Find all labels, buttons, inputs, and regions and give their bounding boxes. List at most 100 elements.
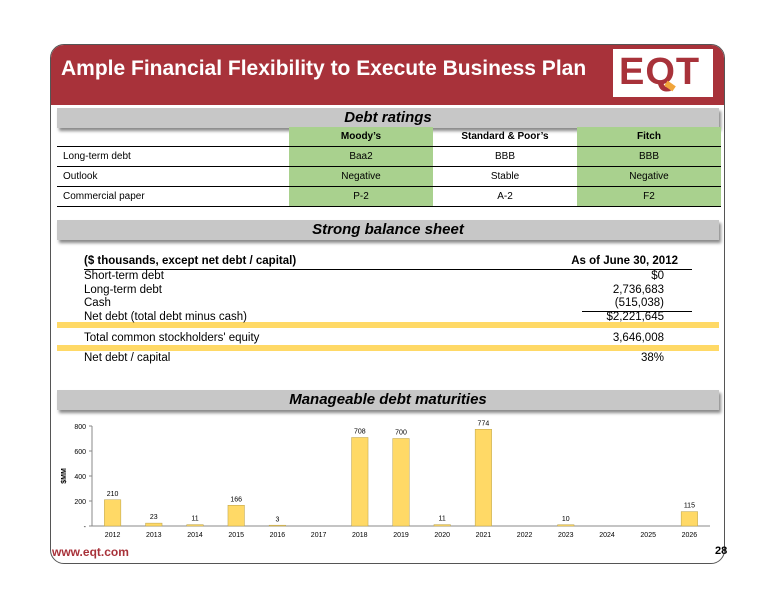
bar-2016: [268, 524, 286, 527]
x-tick-label: 2017: [311, 532, 327, 539]
x-tick-label: 2013: [146, 532, 162, 539]
divider: [84, 269, 692, 270]
data-label: 3: [275, 517, 279, 524]
row-label: Long-term debt: [57, 146, 289, 167]
balance-value: $2,221,645: [606, 311, 664, 323]
balance-row: Net debt / capital 38%: [84, 352, 692, 365]
x-tick-label: 2019: [393, 532, 409, 539]
cell: P-2: [289, 186, 433, 207]
debt-ratings-table: Moody’s Standard & Poor’s Fitch Long-ter…: [57, 127, 721, 207]
x-tick-label: 2015: [228, 532, 244, 539]
balance-row: Cash (515,038): [84, 297, 692, 310]
header-blank: [57, 127, 289, 147]
balance-value: 2,736,683: [612, 284, 664, 296]
balance-label: Net debt (total debt minus cash): [84, 311, 247, 323]
y-tick-label: 400: [74, 474, 86, 481]
col-moodys: Moody’s: [289, 127, 433, 147]
bar-2021: [474, 429, 492, 527]
balance-label: Net debt / capital: [84, 352, 171, 364]
x-tick-label: 2012: [105, 532, 121, 539]
debt-ratings-bar: Debt ratings: [57, 108, 719, 128]
slide-title: Ample Financial Flexibility to Execute B…: [61, 57, 587, 80]
data-label: 10: [562, 516, 570, 523]
cell: BBB: [433, 146, 577, 167]
col-fitch: Fitch: [577, 127, 721, 147]
table-row: Outlook Negative Stable Negative: [57, 166, 721, 187]
maturities-bar: Manageable debt maturities: [57, 390, 719, 410]
balance-label: Cash: [84, 297, 111, 309]
eqt-logo: EQT: [613, 49, 713, 97]
bar-2013: [145, 522, 163, 527]
bar-2015: [227, 505, 245, 527]
page-number: 28: [715, 545, 728, 557]
cell: Baa2: [289, 146, 433, 167]
bar-2020: [433, 524, 451, 527]
balance-header-row: ($ thousands, except net debt / capital)…: [84, 255, 692, 268]
title-band: Ample Financial Flexibility to Execute B…: [51, 45, 724, 105]
table-header-row: Moody’s Standard & Poor’s Fitch: [57, 127, 721, 147]
data-label: 11: [191, 516, 198, 523]
balance-sheet-title: Strong balance sheet: [312, 221, 464, 238]
cell: A-2: [433, 186, 577, 207]
bar-2019: [392, 438, 410, 527]
col-sp: Standard & Poor’s: [433, 127, 577, 147]
debt-maturities-chart: - 200 400 600 800 $MM 210 2012 23 2013 11 2014 166 20…: [61, 420, 710, 539]
x-tick-label: 2020: [434, 532, 450, 539]
balance-value: 3,646,008: [612, 332, 664, 344]
bar-2014: [186, 524, 204, 527]
x-tick-label: 2023: [558, 532, 574, 539]
balance-row: Net debt (total debt minus cash) $2,221,…: [84, 311, 692, 324]
data-label: 166: [230, 496, 242, 503]
balance-header-label: ($ thousands, except net debt / capital): [84, 255, 297, 267]
balance-row: Short-term debt $0: [84, 270, 692, 283]
data-label: 23: [150, 514, 158, 521]
y-tick-label: 200: [74, 499, 86, 506]
x-tick-label: 2016: [270, 532, 286, 539]
balance-row: Total common stockholders' equity 3,646,…: [84, 332, 692, 345]
y-tick-label: 800: [74, 424, 86, 431]
balance-label: Short-term debt: [84, 270, 164, 282]
data-label: 774: [478, 420, 490, 427]
debt-ratings-title: Debt ratings: [344, 109, 432, 126]
bar-2012: [104, 499, 122, 527]
x-tick-label: 2022: [517, 532, 533, 539]
y-tick-label: 600: [74, 449, 86, 456]
data-label: 115: [684, 503, 695, 510]
subtotal-line: [582, 311, 692, 312]
balance-row: Long-term debt 2,736,683: [84, 284, 692, 297]
table-row: Long-term debt Baa2 BBB BBB: [57, 146, 721, 167]
balance-value: $0: [651, 270, 664, 282]
footer-url[interactable]: www.eqt.com: [52, 545, 129, 559]
balance-label: Total common stockholders' equity: [84, 332, 260, 344]
row-label: Commercial paper: [57, 186, 289, 207]
data-label: 708: [354, 429, 366, 436]
x-tick-label: 2021: [476, 532, 492, 539]
y-axis-label: $MM: [61, 468, 68, 484]
row-label: Outlook: [57, 166, 289, 187]
cell: BBB: [577, 146, 721, 167]
x-tick-label: 2014: [187, 532, 203, 539]
cell: Negative: [289, 166, 433, 187]
table-row: Commercial paper P-2 A-2 F2: [57, 186, 721, 207]
bar-2018: [351, 437, 369, 527]
data-label: 700: [395, 430, 407, 437]
x-tick-label: 2018: [352, 532, 368, 539]
balance-value: (515,038): [614, 297, 664, 309]
bar-2026: [680, 511, 698, 527]
highlight-band: [57, 345, 719, 351]
balance-value: 38%: [640, 352, 664, 364]
x-tick-label: 2024: [599, 532, 615, 539]
balance-label: Long-term debt: [84, 284, 162, 296]
x-tick-label: 2025: [640, 532, 656, 539]
cell: Negative: [577, 166, 721, 187]
highlight-band: [57, 322, 719, 328]
bar-2023: [557, 524, 575, 527]
balance-sheet-bar: Strong balance sheet: [57, 220, 719, 240]
balance-header-date: As of June 30, 2012: [571, 255, 678, 267]
data-label: 11: [439, 516, 446, 523]
logo-text: EQT: [619, 51, 701, 93]
maturities-title: Manageable debt maturities: [289, 391, 487, 408]
cell: Stable: [433, 166, 577, 187]
cell: F2: [577, 186, 721, 207]
x-tick-label: 2026: [682, 532, 698, 539]
